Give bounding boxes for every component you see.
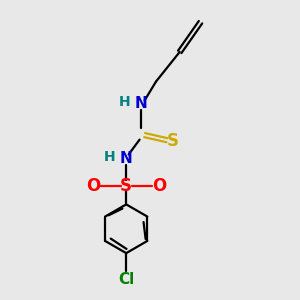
Text: S: S (120, 177, 132, 195)
Text: N: N (135, 96, 148, 111)
Text: H: H (104, 150, 116, 164)
Text: N: N (120, 152, 133, 166)
Text: Cl: Cl (118, 272, 134, 287)
Text: S: S (166, 132, 178, 150)
Text: O: O (152, 177, 166, 195)
Text: H: H (119, 95, 130, 110)
Text: O: O (86, 177, 101, 195)
